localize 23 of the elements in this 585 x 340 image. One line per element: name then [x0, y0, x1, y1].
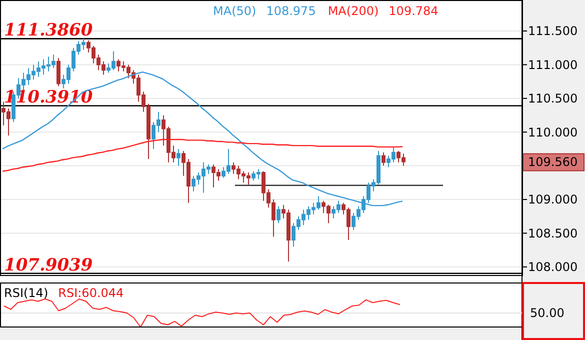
- candlestick: [276, 206, 280, 224]
- y-tick-label: 110.000: [528, 125, 578, 140]
- y-tick-label: 108.000: [528, 260, 578, 274]
- annotation: RSI:60.044: [58, 286, 124, 300]
- line-series: [2, 72, 404, 206]
- text: 50.00: [530, 306, 564, 320]
- y-tick-label: 111.000: [528, 58, 578, 72]
- annotation: 109.784: [388, 4, 438, 18]
- candlestick: [176, 148, 180, 166]
- candlestick: [56, 57, 60, 87]
- annotation: 108.975: [266, 4, 316, 18]
- y-tick-label: 109.000: [528, 192, 578, 207]
- candlestick: [382, 152, 386, 166]
- text: MA(50): [213, 4, 256, 18]
- y-tick-label: 110.500: [528, 92, 578, 106]
- text: 109.560: [528, 154, 578, 169]
- text: MA(200): [328, 4, 379, 18]
- chart-title: RSI(14): [4, 286, 48, 300]
- ref-line-label: 111.3860: [4, 20, 93, 41]
- y-tick-label: 111.500: [528, 24, 578, 38]
- y-tick-label: 108.500: [528, 226, 578, 240]
- line-series: [2, 138, 404, 172]
- ref-line-label: 107.9039: [4, 255, 93, 276]
